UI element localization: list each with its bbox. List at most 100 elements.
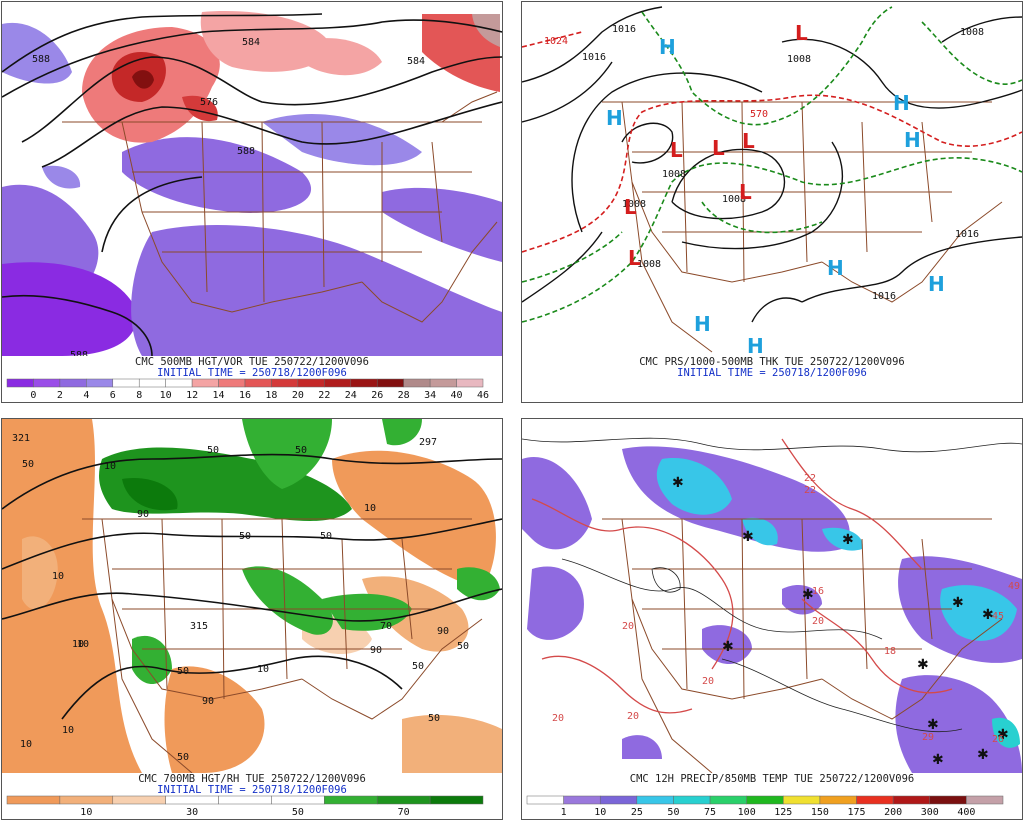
colorbar-label: 46 [476, 390, 490, 401]
colorbar-swatch [191, 378, 219, 388]
low-pressure-marker: L [628, 246, 641, 270]
contour-label: 50 [428, 713, 440, 724]
panel-initial-time: INITIAL TIME = 250718/1200F096 [157, 784, 347, 796]
contour-label: 50 [320, 531, 332, 542]
colorbar-swatch [709, 795, 747, 805]
colorbar-label: 10 [80, 807, 93, 818]
colorbar-swatch [819, 795, 857, 805]
isobar-label: 1016 [582, 52, 606, 63]
colorbar-swatch [112, 795, 166, 805]
contour-label: 10 [20, 739, 32, 750]
colorbar-swatch [6, 795, 61, 805]
colorbar-swatch [429, 795, 484, 805]
colorbar-swatch [429, 378, 457, 388]
contour-label: 50 [177, 666, 189, 677]
colorbar-humidity: 1030507090 [6, 795, 486, 819]
isobar-label: 1008 [662, 169, 686, 180]
low-pressure-marker: L [712, 136, 725, 160]
colorbar-swatch [892, 795, 931, 805]
temperature-label: 20 [812, 616, 824, 627]
colorbar-label: 10 [594, 807, 607, 818]
svg-text:✱: ✱ [927, 717, 939, 733]
colorbar-swatch [165, 378, 193, 388]
contour-label: 10 [62, 725, 74, 736]
temperature-label: 45 [992, 611, 1004, 622]
contour-label: 90 [437, 626, 449, 637]
colorbar-label: 50 [291, 807, 304, 818]
height-label: 588 [70, 350, 88, 356]
temperature-label: 16 [812, 586, 824, 597]
isobar-label: 1024 [544, 36, 568, 47]
colorbar-swatch [599, 795, 638, 805]
svg-text:✱: ✱ [917, 657, 929, 673]
low-pressure-marker: L [742, 129, 755, 153]
map-pressure-thickness: 1016 1024 1016 1008 1008 1008 1008 1008 … [522, 2, 1022, 356]
isobar-label: 1008 [960, 27, 984, 38]
isobar-label: 1008 [637, 259, 661, 270]
contour-label: 10 [52, 571, 64, 582]
map-500mb-vorticity: 588 584 576 588 584 588 [2, 2, 502, 356]
high-pressure-marker: H [893, 91, 910, 115]
colorbar-swatch [271, 378, 299, 388]
height-label: 584 [242, 37, 260, 48]
contour-label: 50 [207, 445, 219, 456]
colorbar-label: 150 [810, 807, 829, 818]
colorbar-label: 16 [238, 390, 252, 401]
contour-label: 10 [77, 639, 89, 650]
colorbar-swatch [244, 378, 272, 388]
temperature-label: 22 [804, 485, 816, 496]
height-label: 588 [237, 146, 255, 157]
colorbar-label: 50 [667, 807, 680, 818]
panel-initial-time: INITIAL TIME = 250718/1200F096 [157, 367, 347, 379]
height-label: 588 [32, 54, 50, 65]
colorbar-swatch [376, 378, 404, 388]
svg-text:✱: ✱ [952, 595, 964, 611]
colorbar-swatch [218, 795, 272, 805]
isobar-label: 1016 [872, 291, 896, 302]
colorbar-swatch [856, 795, 894, 805]
colorbar-label: 24 [344, 390, 357, 401]
colorbar-label: 25 [630, 807, 643, 818]
isobar-label: 1016 [612, 24, 636, 35]
panel-500mb-vorticity: 588 584 576 588 584 588 CMC 500MB HGT/VO… [1, 1, 503, 403]
colorbar-label: 300 [920, 807, 939, 818]
contour-label: 10 [364, 503, 376, 514]
colorbar-swatch [350, 378, 378, 388]
colorbar-swatch [563, 795, 601, 805]
colorbar-swatch [673, 795, 711, 805]
contour-label: 70 [380, 621, 392, 632]
high-pressure-marker: H [606, 106, 623, 130]
temperature-label: 20 [627, 711, 639, 722]
height-label: 584 [407, 56, 425, 67]
colorbar-swatch [6, 378, 34, 388]
temperature-label: 20 [552, 713, 564, 724]
colorbar-label: 4 [83, 390, 90, 401]
colorbar-swatch [526, 795, 564, 805]
colorbar-label: 70 [397, 807, 410, 818]
high-pressure-marker: H [694, 312, 711, 336]
svg-text:✱: ✱ [997, 727, 1009, 743]
colorbar-swatch [59, 378, 87, 388]
contour-label: 297 [419, 437, 437, 448]
colorbar-swatch [59, 795, 114, 805]
svg-text:✱: ✱ [977, 747, 989, 763]
colorbar-swatch [966, 795, 1004, 805]
temperature-label: 20 [622, 621, 634, 632]
colorbar-swatch [165, 795, 219, 805]
colorbar-swatches [6, 378, 484, 388]
svg-text:✱: ✱ [982, 607, 994, 623]
svg-text:✱: ✱ [672, 475, 684, 491]
high-pressure-marker: H [904, 128, 921, 152]
colorbar-label: 10 [159, 390, 172, 401]
colorbar-label: 30 [186, 807, 199, 818]
colorbar-label: 28 [397, 390, 410, 401]
colorbar-label: 8 [136, 390, 143, 401]
colorbar-label: 75 [704, 807, 717, 818]
map-precip-850mb-temp: ✱✱ ✱ ✱✱✱ ✱✱✱ ✱✱ ✱ 22 20 20 16 20 49 45 18 … [522, 419, 1022, 773]
colorbar-swatch [929, 795, 967, 805]
contour-label: 10 [72, 639, 84, 650]
svg-text:✱: ✱ [722, 639, 734, 655]
temperature-label: 22 [804, 473, 816, 484]
contour-label: 50 [457, 641, 469, 652]
colorbar-vorticity: 0 2 4 6 8 10 12 14 16 18 20 22 24 26 28 34 40 46 [6, 378, 490, 402]
